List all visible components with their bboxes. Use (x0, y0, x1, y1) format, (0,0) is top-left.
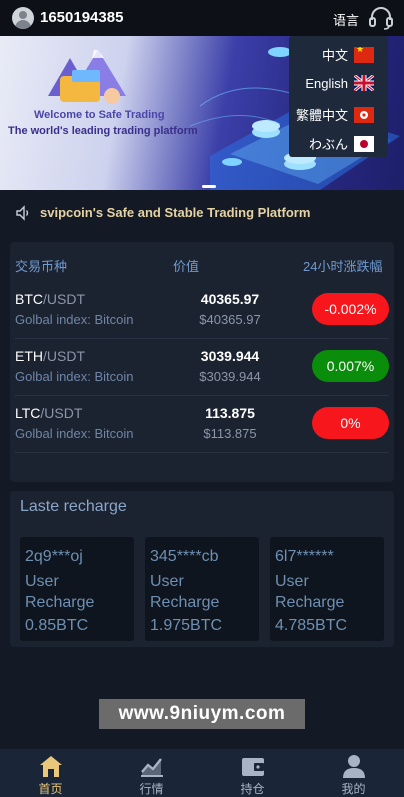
china-flag-icon (354, 46, 374, 63)
hongkong-flag-icon (354, 106, 374, 123)
recharge-label: User Recharge (275, 573, 345, 611)
price: 40365.97 (200, 291, 260, 307)
nav-home[interactable]: 首页 (0, 749, 101, 797)
index-label: Golbal index: Bitcoin (15, 312, 134, 327)
language-option-en[interactable]: English (305, 75, 374, 91)
header-change: 24小时涨跌幅 (303, 259, 383, 274)
index-label: Golbal index: Bitcoin (15, 369, 134, 384)
index-label: Golbal index: Bitcoin (15, 426, 134, 441)
language-button[interactable]: 语言 (333, 13, 360, 28)
price-usd: $40365.97 (199, 312, 261, 327)
market-row-eth[interactable]: ETH/USDT Golbal index: Bitcoin 3039.944 … (15, 339, 389, 396)
header-pair: 交易币种 (15, 259, 68, 274)
speaker-icon (16, 205, 29, 221)
bottom-nav: 首页 行情 持仓 我的 (0, 749, 404, 797)
market-panel: 交易币种 价值 24小时涨跌幅 BTC/USDT Golbal index: B… (10, 242, 394, 482)
recharge-panel: Laste recharge 2q9***oj User Recharge 0.… (10, 491, 394, 647)
recharge-amount: 1.975BTC (150, 617, 223, 634)
recharge-label: User Recharge (25, 573, 95, 611)
profile-icon (343, 755, 365, 778)
user-id: 1650194385 (40, 9, 124, 26)
headset-icon[interactable] (368, 5, 394, 31)
recharge-card: 6l7****** User Recharge 4.785BTC (270, 537, 384, 641)
header-value: 价值 (173, 259, 200, 274)
language-option-zh[interactable]: 中文 (322, 45, 374, 64)
pair-label: ETH/USDT (15, 348, 85, 364)
language-menu: 中文 English 繁體中文 わぶん (289, 36, 388, 157)
recharge-label: User Recharge (150, 573, 220, 611)
recharge-title: Laste recharge (20, 498, 127, 515)
recharge-user: 2q9***oj (25, 548, 83, 565)
banner-indicator[interactable] (202, 185, 216, 188)
price-usd: $3039.944 (199, 369, 261, 384)
language-option-zh-hant[interactable]: 繁體中文 (296, 105, 374, 124)
recharge-card: 345****cb User Recharge 1.975BTC (145, 537, 259, 641)
change-badge: 0% (312, 407, 389, 439)
banner-tagline: The world's leading trading platform (8, 125, 198, 137)
pair-label: LTC/USDT (15, 405, 83, 421)
wallet-icon (242, 758, 264, 776)
market-row-ltc[interactable]: LTC/USDT Golbal index: Bitcoin 113.875 $… (15, 396, 389, 453)
chart-icon (141, 758, 163, 777)
nav-profile[interactable]: 我的 (303, 749, 404, 797)
japan-flag-icon (354, 135, 374, 152)
price: 3039.944 (200, 348, 260, 364)
recharge-user: 345****cb (150, 548, 219, 565)
market-row-btc[interactable]: BTC/USDT Golbal index: Bitcoin 40365.97 … (15, 282, 389, 339)
language-option-ja[interactable]: わぶん (309, 134, 374, 153)
pair-label: BTC/USDT (15, 291, 85, 307)
nav-market[interactable]: 行情 (101, 749, 202, 797)
watermark: www.9niuym.com (99, 699, 305, 729)
home-icon (40, 756, 62, 777)
user-avatar-icon[interactable] (12, 7, 34, 29)
nav-positions[interactable]: 持仓 (202, 749, 303, 797)
banner-welcome-text: Welcome to Safe Trading (34, 109, 165, 121)
recharge-amount: 0.85BTC (25, 617, 89, 634)
recharge-user: 6l7****** (275, 548, 334, 565)
notice-text[interactable]: svipcoin's Safe and Stable Trading Platf… (40, 205, 311, 220)
uk-flag-icon (354, 75, 374, 91)
price-usd: $113.875 (203, 426, 257, 441)
top-bar: 1650194385 语言 (0, 0, 404, 36)
recharge-card: 2q9***oj User Recharge 0.85BTC (20, 537, 134, 641)
notice-bar (0, 193, 404, 231)
price: 113.875 (205, 405, 255, 421)
change-badge: -0.002% (312, 293, 389, 325)
change-badge: 0.007% (312, 350, 389, 382)
recharge-amount: 4.785BTC (275, 617, 348, 634)
